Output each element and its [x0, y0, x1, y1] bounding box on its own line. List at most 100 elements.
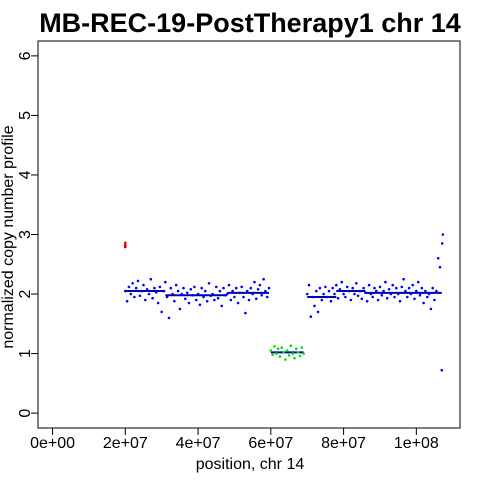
y-tick-label: 3 — [17, 230, 34, 239]
data-point — [375, 289, 378, 293]
data-point — [435, 289, 438, 293]
data-point — [387, 288, 391, 291]
data-point — [127, 285, 131, 289]
data-point — [440, 368, 444, 372]
data-point — [289, 344, 293, 348]
data-point — [136, 279, 140, 283]
data-point — [391, 283, 395, 287]
data-point — [347, 289, 351, 293]
data-point — [313, 304, 316, 308]
data-point — [342, 292, 345, 296]
y-axis: 0 1 2 3 4 5 6 — [17, 51, 38, 418]
data-point — [275, 352, 278, 355]
data-point — [220, 304, 223, 308]
data-point — [373, 286, 376, 290]
data-point — [154, 291, 158, 294]
data-point — [229, 298, 233, 302]
data-point — [207, 282, 211, 285]
data-point — [436, 257, 440, 260]
data-point — [216, 296, 220, 300]
data-point — [231, 289, 234, 293]
data-point — [402, 277, 405, 281]
data-point — [151, 296, 154, 300]
data-point — [169, 286, 173, 290]
x-tick-label: 2e+07 — [103, 435, 148, 452]
data-point — [147, 292, 151, 296]
data-point — [298, 354, 302, 358]
data-point — [124, 245, 127, 249]
data-point — [309, 315, 313, 319]
data-point — [367, 283, 371, 287]
data-point — [311, 295, 315, 299]
data-point — [242, 295, 245, 299]
data-point — [215, 285, 218, 289]
data-point — [178, 307, 182, 311]
data-point — [318, 286, 322, 290]
data-point — [331, 286, 335, 290]
data-point — [371, 295, 375, 299]
data-point — [398, 299, 402, 303]
x-tick-label: 0e+00 — [30, 435, 75, 452]
data-point — [254, 297, 258, 301]
data-point — [356, 294, 360, 298]
data-point — [327, 289, 331, 293]
data-point — [426, 295, 429, 299]
data-point — [267, 286, 271, 290]
y-axis-label: normalized copy number profile — [0, 125, 17, 348]
y-tick-label: 5 — [17, 111, 34, 120]
data-point — [433, 298, 436, 302]
data-point — [415, 289, 418, 293]
data-point — [176, 289, 180, 293]
data-point — [245, 289, 249, 293]
data-point — [340, 280, 344, 284]
data-point — [285, 349, 289, 352]
plot-area-frame — [37, 40, 461, 429]
data-point — [236, 301, 240, 305]
data-point — [258, 283, 262, 287]
data-point — [284, 358, 287, 361]
data-point — [427, 292, 431, 296]
y-tick-label: 6 — [17, 51, 34, 60]
data-point — [322, 292, 325, 296]
data-point — [278, 355, 282, 358]
data-point — [382, 289, 385, 293]
data-point — [205, 299, 209, 303]
data-point — [336, 296, 340, 300]
data-point — [282, 351, 285, 354]
data-point — [276, 347, 280, 351]
data-point — [264, 289, 267, 293]
data-point — [295, 347, 298, 351]
data-point — [385, 296, 389, 300]
data-point — [256, 288, 260, 291]
data-point — [145, 288, 149, 291]
data-point — [131, 282, 134, 285]
data-point — [124, 289, 127, 293]
data-point — [195, 298, 198, 302]
data-point — [133, 295, 136, 299]
data-point — [140, 289, 143, 293]
data-point — [440, 242, 444, 245]
data-point — [355, 282, 358, 285]
data-point — [409, 292, 413, 296]
data-point — [173, 299, 176, 303]
data-point — [325, 295, 329, 299]
data-point — [396, 292, 400, 296]
data-point — [160, 310, 163, 314]
data-point — [124, 243, 127, 247]
data-point — [253, 280, 256, 284]
data-point — [165, 295, 169, 299]
y-tick-label: 2 — [17, 289, 34, 298]
x-tick-label: 1e+08 — [394, 435, 439, 452]
data-point — [316, 310, 320, 314]
data-point — [344, 295, 347, 299]
data-point — [400, 285, 404, 289]
data-point — [211, 292, 214, 296]
data-point — [360, 297, 364, 301]
data-point — [125, 299, 129, 303]
data-point — [369, 292, 373, 296]
data-point — [196, 292, 200, 296]
data-point — [393, 295, 396, 299]
data-point — [293, 357, 296, 360]
y-tick-label: 0 — [17, 409, 34, 418]
